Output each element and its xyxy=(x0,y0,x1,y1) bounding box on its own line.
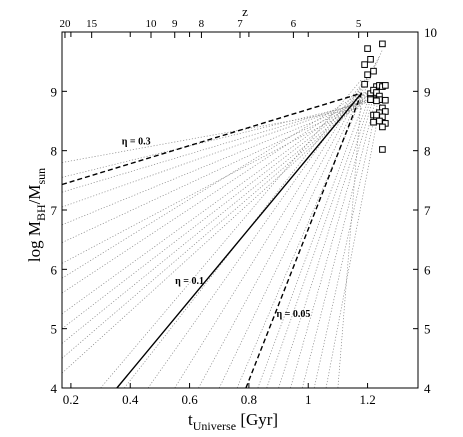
top-ticks: 20 15 10 9 8 7 6 5 xyxy=(59,18,362,38)
z-tick-label-2: 10 xyxy=(146,18,158,30)
dotted-track-18 xyxy=(198,61,377,389)
dotted-track-1 xyxy=(61,101,368,178)
main-track-1 xyxy=(116,92,363,389)
dotted-track-20 xyxy=(236,49,383,389)
x-tick-label-4: 1 xyxy=(305,392,312,407)
main-track-0 xyxy=(61,92,362,186)
dotted-track-6 xyxy=(61,93,383,264)
y-axis-label: log MBH/Msun xyxy=(25,168,48,262)
x-tick-label-1: 0.4 xyxy=(122,392,139,407)
y-tick-label-0: 4 xyxy=(51,381,58,396)
y-tick-label-1: 5 xyxy=(51,322,58,337)
dotted-track-28 xyxy=(337,92,362,389)
dotted-track-14 xyxy=(100,79,362,389)
y-tick-label-right-1: 5 xyxy=(424,322,431,337)
quasar-point-4 xyxy=(370,67,377,75)
y-tick-label-4: 8 xyxy=(51,144,58,159)
dotted-track-7 xyxy=(61,92,362,279)
quasar-points xyxy=(361,40,389,153)
y-tick-label-right-4: 8 xyxy=(424,144,431,159)
left-ticks: 4 5 6 7 8 9 xyxy=(51,31,67,396)
z-tick-label-0: 20 xyxy=(59,18,71,30)
main-track-2 xyxy=(245,92,363,389)
bottom-ticks: 0.2 0.4 0.6 0.8 1 1.2 xyxy=(63,32,376,407)
z-tick-label-4: 8 xyxy=(199,18,205,30)
dotted-track-11 xyxy=(61,87,377,344)
top-axis-label: z xyxy=(242,4,248,19)
x-tick-label-0: 0.2 xyxy=(63,392,79,407)
quasar-point-13 xyxy=(382,82,389,89)
quasar-point-22 xyxy=(367,96,374,103)
z-tick-label-1: 15 xyxy=(86,18,98,30)
quasar-point-18 xyxy=(373,97,380,105)
quasar-point-3 xyxy=(364,71,371,79)
quasar-point-27 xyxy=(376,117,383,125)
x-axis-label-tail: [Gyr] xyxy=(236,410,278,429)
dotted-track-3 xyxy=(61,96,374,208)
quasar-point-0 xyxy=(364,45,371,52)
quasar-point-30 xyxy=(379,123,386,131)
dotted-track-2 xyxy=(61,99,371,193)
dotted-track-12 xyxy=(61,85,380,359)
y-tick-label-5: 9 xyxy=(51,84,58,99)
y-tick-label-right-2: 6 xyxy=(424,262,431,277)
z-tick-label-3: 9 xyxy=(172,18,178,30)
dotted-track-4 xyxy=(61,95,377,226)
x-tick-label-2: 0.6 xyxy=(181,392,198,407)
y-tick-label-right-0: 4 xyxy=(424,381,431,396)
y-axis-label-base: log M xyxy=(25,221,44,262)
x-axis-label: tUniverse [Gyr] xyxy=(188,410,278,433)
quasar-point-31 xyxy=(379,146,386,153)
y-tick-label-right-6: 10 xyxy=(424,25,437,40)
dotted-track-9 xyxy=(61,89,371,315)
dotted-track-0 xyxy=(61,107,362,163)
dotted-track-21 xyxy=(257,107,362,389)
quasar-point-32 xyxy=(382,96,389,104)
dotted-track-16 xyxy=(147,73,371,389)
quasar-point-2 xyxy=(361,61,368,68)
right-ticks: 4 5 6 7 8 9 10 xyxy=(413,25,437,396)
x-axis-label-sub: Universe xyxy=(193,419,236,433)
dotted-track-19 xyxy=(218,55,380,389)
quasar-point-20 xyxy=(382,108,389,115)
annotation-0: η = 0.3 xyxy=(122,137,151,148)
dotted-tracks xyxy=(61,49,383,389)
dotted-track-24 xyxy=(290,97,374,389)
y-tick-label-2: 6 xyxy=(51,262,58,277)
dotted-track-10 xyxy=(61,88,374,329)
dotted-track-23 xyxy=(278,99,371,389)
dotted-track-22 xyxy=(266,101,368,389)
x-tick-label-3: 0.8 xyxy=(241,392,257,407)
x-axis-label-base: t xyxy=(188,410,193,429)
dotted-track-5 xyxy=(61,94,380,243)
z-tick-label-5: 7 xyxy=(237,18,243,30)
dotted-track-25 xyxy=(301,95,377,389)
main-tracks xyxy=(61,92,363,389)
quasar-point-1 xyxy=(367,55,374,63)
y-tick-label-3: 7 xyxy=(51,203,58,218)
quasar-point-6 xyxy=(361,80,368,88)
z-tick-label-6: 6 xyxy=(291,18,297,30)
y-axis-label-mid: /M xyxy=(25,185,44,205)
y-axis-label-sub1: BH xyxy=(34,204,48,221)
quasar-point-14 xyxy=(379,40,386,48)
annotation-2: η = 0.05 xyxy=(276,309,310,320)
annotations: η = 0.3 η = 0.1 η = 0.05 xyxy=(122,137,311,320)
dotted-track-8 xyxy=(61,91,368,294)
y-tick-label-right-5: 9 xyxy=(424,84,431,99)
x-tick-label-5: 1.2 xyxy=(359,392,375,407)
quasar-point-26 xyxy=(370,118,377,126)
annotation-1: η = 0.1 xyxy=(175,276,204,287)
dotted-track-13 xyxy=(61,82,383,374)
dotted-track-27 xyxy=(325,93,383,389)
quasar-point-29 xyxy=(373,111,380,119)
y-tick-label-right-3: 7 xyxy=(424,203,431,218)
dotted-track-26 xyxy=(313,94,380,389)
y-axis-label-sub2: sun xyxy=(34,168,48,185)
z-tick-label-7: 5 xyxy=(356,18,362,30)
